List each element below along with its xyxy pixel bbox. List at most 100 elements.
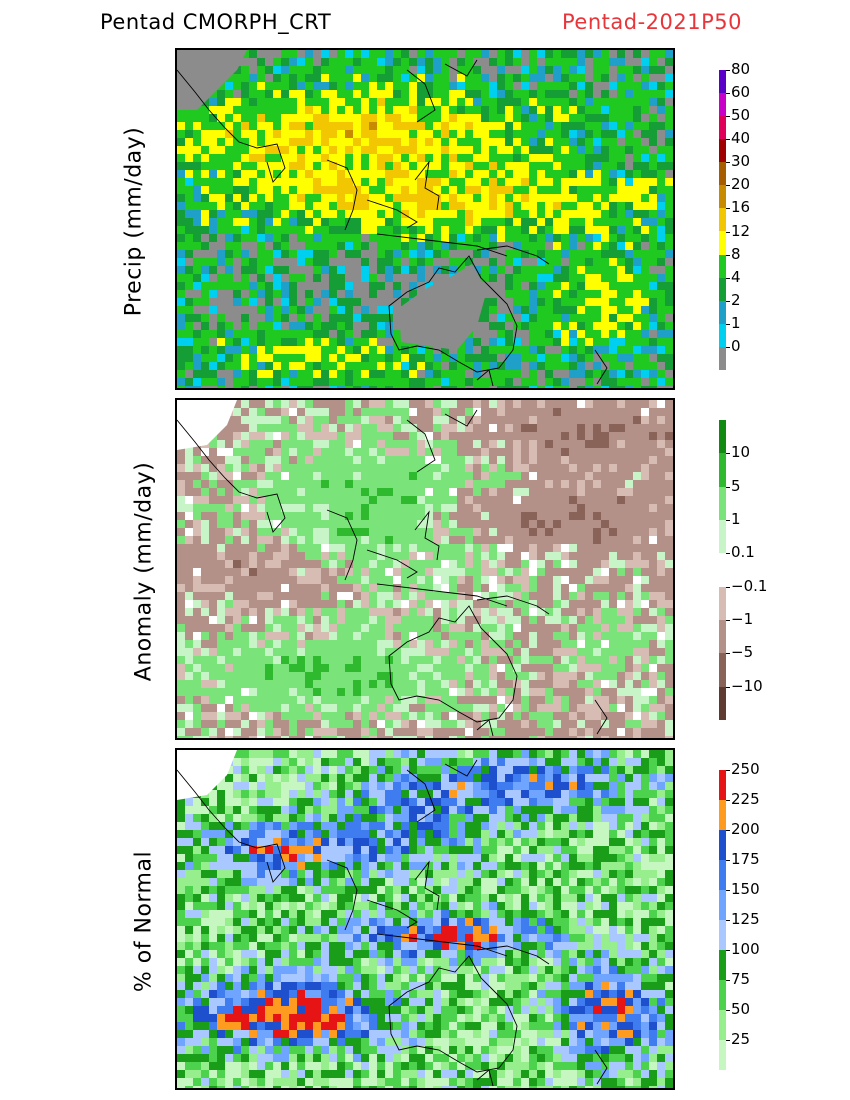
colorbar-tick-mark xyxy=(726,980,730,981)
precip-axis-label: Precip (mm/day) xyxy=(121,126,147,317)
colorbar-tick-mark xyxy=(726,950,730,951)
colorbar-tick-mark xyxy=(726,586,730,588)
colorbar-tick-label: 40 xyxy=(731,129,751,148)
colorbar-tick-mark xyxy=(726,553,730,555)
colorbar-tick-mark xyxy=(726,770,730,771)
colorbar-swatch xyxy=(719,830,726,860)
colorbar-tick-mark xyxy=(726,323,730,325)
colorbar-swatch xyxy=(719,254,726,278)
colorbar-swatch xyxy=(719,770,726,800)
dry-region-northwest xyxy=(177,50,247,110)
colorbar-tick-mark xyxy=(726,860,730,861)
colorbar-swatch xyxy=(719,686,726,720)
anomaly-axis-label: Anomaly (mm/day) xyxy=(131,461,157,682)
colorbar-tick-mark xyxy=(726,1040,730,1041)
pct-normal-map-panel xyxy=(175,748,675,1090)
colorbar-tick-label: 8 xyxy=(731,244,741,263)
colorbar-swatch xyxy=(719,116,726,140)
colorbar-swatch xyxy=(719,950,726,980)
blank-region-northwest xyxy=(177,400,237,450)
colorbar-swatch xyxy=(719,486,726,520)
colorbar-swatch xyxy=(719,553,726,587)
colorbar-tick-mark xyxy=(726,346,730,348)
colorbar-tick-label: 225 xyxy=(731,790,760,808)
colorbar-swatch xyxy=(719,139,726,163)
colorbar-swatch xyxy=(719,162,726,186)
colorbar-tick-mark xyxy=(726,70,730,71)
colorbar-swatch xyxy=(719,890,726,920)
colorbar-tick-mark xyxy=(726,162,730,164)
blank-region-northwest xyxy=(177,750,237,800)
colorbar-tick-mark xyxy=(726,890,730,891)
colorbar-swatch xyxy=(719,980,726,1010)
colorbar-swatch xyxy=(719,920,726,950)
colorbar-tick-mark xyxy=(726,453,730,455)
anomaly-map xyxy=(177,400,673,738)
colorbar-swatch xyxy=(719,185,726,209)
colorbar-tick-label: 75 xyxy=(731,970,751,988)
chart-title: Pentad CMORPH_CRT xyxy=(100,10,332,34)
colorbar-tick-mark xyxy=(726,300,730,302)
precip-colorbar xyxy=(719,70,726,370)
pct-normal-colorbar xyxy=(719,770,726,1070)
colorbar-tick-mark xyxy=(726,208,730,210)
colorbar-tick-mark xyxy=(726,686,730,688)
colorbar-tick-label: 10 xyxy=(731,443,751,462)
colorbar-swatch xyxy=(719,70,726,94)
colorbar-swatch xyxy=(719,519,726,554)
colorbar-tick-label: 80 xyxy=(731,60,751,78)
colorbar-swatch xyxy=(719,231,726,255)
colorbar-swatch xyxy=(719,420,726,454)
colorbar-tick-label: −5 xyxy=(731,643,754,662)
colorbar-tick-mark xyxy=(726,653,730,655)
colorbar-swatch xyxy=(719,277,726,301)
colorbar-tick-mark xyxy=(726,93,730,95)
precip-map xyxy=(177,50,673,388)
colorbar-tick-mark xyxy=(726,185,730,187)
anomaly-colorbar xyxy=(719,420,726,720)
field-cells xyxy=(177,50,673,388)
colorbar-swatch xyxy=(719,323,726,347)
pentad-label: Pentad-2021P50 xyxy=(562,10,742,34)
colorbar-tick-label: 25 xyxy=(731,1030,751,1048)
coastlines xyxy=(177,759,608,1087)
colorbar-swatch xyxy=(719,1010,726,1040)
field-cells xyxy=(177,750,673,1088)
anomaly-map-panel xyxy=(175,398,675,740)
colorbar-tick-label: 250 xyxy=(731,760,760,778)
colorbar-tick-label: 1 xyxy=(731,510,741,528)
colorbar-swatch xyxy=(719,619,726,654)
colorbar-swatch xyxy=(719,208,726,232)
colorbar-swatch xyxy=(719,93,726,117)
field-cells xyxy=(177,400,673,738)
colorbar-swatch xyxy=(719,586,726,620)
colorbar-tick-mark xyxy=(726,277,730,279)
colorbar-tick-mark xyxy=(726,920,730,921)
colorbar-tick-label: 50 xyxy=(731,1000,751,1018)
colorbar-tick-label: 50 xyxy=(731,106,751,125)
colorbar-tick-label: 30 xyxy=(731,152,751,171)
colorbar-tick-label: 4 xyxy=(731,267,741,286)
colorbar-tick-label: −0.1 xyxy=(731,576,768,595)
coastlines xyxy=(177,59,608,387)
colorbar-tick-label: 60 xyxy=(731,83,751,102)
colorbar-tick-label: 100 xyxy=(731,940,760,958)
colorbar-tick-mark xyxy=(726,620,730,621)
colorbar-tick-mark xyxy=(726,254,730,256)
colorbar-tick-mark xyxy=(726,486,730,488)
colorbar-swatch xyxy=(719,653,726,687)
colorbar-tick-label: 12 xyxy=(731,221,751,240)
colorbar-swatch xyxy=(719,453,726,487)
colorbar-swatch xyxy=(719,860,726,890)
colorbar-tick-mark xyxy=(726,231,730,233)
colorbar-tick-label: 20 xyxy=(731,175,751,194)
colorbar-tick-label: 175 xyxy=(731,850,760,868)
colorbar-tick-label: 150 xyxy=(731,880,760,898)
precip-map-panel xyxy=(175,48,675,390)
pct-normal-axis-label: % of Normal xyxy=(131,850,157,993)
colorbar-tick-label: 125 xyxy=(731,910,760,928)
colorbar-tick-mark xyxy=(726,116,730,118)
colorbar-tick-label: 16 xyxy=(731,198,751,217)
colorbar-tick-mark xyxy=(726,800,730,801)
colorbar-tick-label: 2 xyxy=(731,290,741,309)
